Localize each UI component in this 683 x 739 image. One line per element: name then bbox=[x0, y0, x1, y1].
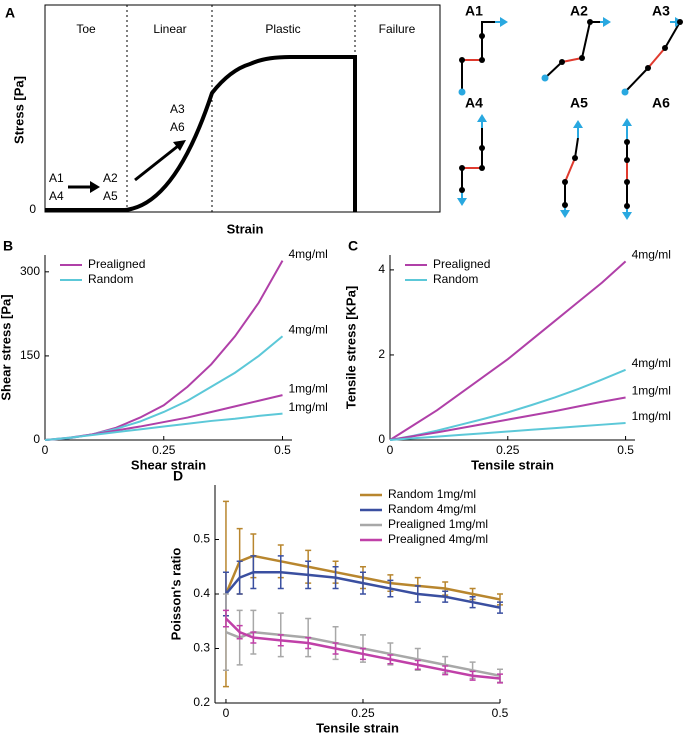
diagram-label: A5 bbox=[570, 95, 588, 111]
panel-a: A Toe Linear Plastic Failure 0 Stress [P… bbox=[5, 4, 441, 236]
panel-letter: D bbox=[173, 468, 183, 484]
x-tick-label: 0 bbox=[387, 443, 394, 457]
series-line bbox=[389, 421, 626, 441]
legend-label: Random 4mg/ml bbox=[388, 502, 476, 516]
x-tick-label: 0.5 bbox=[492, 706, 509, 720]
y-tick-label: 0 bbox=[33, 432, 40, 446]
annotation: A6 bbox=[170, 120, 185, 134]
x-axis-label: Shear strain bbox=[131, 457, 206, 472]
panel-letter: A bbox=[5, 5, 15, 21]
legend-label: Random 1mg/ml bbox=[388, 487, 476, 501]
x-tick-label: 0 bbox=[223, 706, 230, 720]
panel-letter: C bbox=[348, 238, 358, 254]
diagram-a4 bbox=[457, 114, 487, 206]
x-axis-label: Tensile strain bbox=[471, 457, 554, 472]
x-tick-label: 0.5 bbox=[617, 443, 634, 457]
diagram-a6 bbox=[622, 118, 632, 220]
annotation: A1 bbox=[49, 171, 64, 185]
legend-label: Prealigned bbox=[433, 257, 490, 271]
y-axis-label: Shear stress [Pa] bbox=[0, 294, 13, 400]
diagram-a2 bbox=[541, 17, 611, 82]
annotation: A4 bbox=[49, 189, 64, 203]
y-axis-label: Tensile stress [KPa] bbox=[343, 286, 358, 409]
x-axis-label: Tensile strain bbox=[316, 720, 399, 735]
x-tick-label: 0.5 bbox=[274, 443, 291, 457]
series-line bbox=[44, 335, 284, 441]
region-label: Toe bbox=[76, 22, 96, 36]
y-tick-label: 150 bbox=[20, 348, 40, 362]
series-label: 1mg/ml bbox=[632, 384, 671, 398]
series-line bbox=[389, 368, 626, 441]
diagram-label: A6 bbox=[652, 95, 670, 111]
arrows bbox=[68, 140, 186, 193]
series-line bbox=[389, 260, 627, 441]
series-label: 4mg/ml bbox=[289, 247, 328, 261]
y-tick-label: 300 bbox=[20, 264, 40, 278]
series-line bbox=[225, 617, 501, 680]
plot-frame bbox=[44, 4, 441, 213]
series-line bbox=[389, 396, 626, 441]
region-label: Failure bbox=[379, 22, 416, 36]
series-line bbox=[224, 554, 501, 601]
y-tick-label: 2 bbox=[378, 347, 385, 361]
x-axis-label: Strain bbox=[227, 221, 264, 236]
y-tick-label: 0.2 bbox=[193, 695, 210, 709]
x-tick-label: 0.25 bbox=[496, 443, 520, 457]
diagram-label: A3 bbox=[652, 3, 670, 19]
y-tick-label: 0.5 bbox=[193, 532, 210, 546]
series-line bbox=[225, 630, 501, 677]
diagram-a1 bbox=[458, 17, 508, 96]
x-tick-label: 0 bbox=[42, 443, 49, 457]
x-tick-label: 0.25 bbox=[351, 706, 375, 720]
y-axis-label: Poisson's ratio bbox=[168, 548, 183, 641]
y-tick-label: 0.4 bbox=[193, 586, 210, 600]
annotation: A2 bbox=[103, 171, 118, 185]
x-tick-label: 0.25 bbox=[152, 443, 176, 457]
series-line bbox=[44, 260, 284, 441]
series-line bbox=[44, 412, 283, 441]
series-label: 4mg/ml bbox=[289, 322, 328, 336]
series-label: 4mg/ml bbox=[632, 356, 671, 370]
legend-label: Random bbox=[433, 272, 478, 286]
series-label: 4mg/ml bbox=[632, 248, 671, 262]
region-label: Plastic bbox=[265, 22, 300, 36]
region-label: Linear bbox=[153, 22, 186, 36]
series-line bbox=[225, 570, 501, 609]
y-axis-label: Stress [Pa] bbox=[11, 76, 26, 144]
schematic-curve bbox=[45, 55, 357, 212]
diagram-label: A2 bbox=[570, 3, 588, 19]
annotation: A3 bbox=[170, 102, 185, 116]
diagram-label: A1 bbox=[465, 3, 483, 19]
series-label: 1mg/ml bbox=[289, 381, 328, 395]
origin-label: 0 bbox=[29, 202, 36, 216]
series-label: 1mg/ml bbox=[289, 400, 328, 414]
legend-label: Random bbox=[88, 272, 133, 286]
panel-letter: B bbox=[3, 238, 13, 254]
annotation: A5 bbox=[103, 189, 118, 203]
y-tick-label: 4 bbox=[378, 262, 385, 276]
legend-label: Prealigned 1mg/ml bbox=[388, 517, 488, 531]
diagram-a5 bbox=[560, 120, 583, 218]
diagrams: A1 A2 A3 A4 A5 A6 bbox=[457, 3, 683, 220]
legend-label: Prealigned 4mg/ml bbox=[388, 532, 488, 546]
y-tick-label: 0 bbox=[378, 432, 385, 446]
y-tick-label: 0.3 bbox=[193, 641, 210, 655]
diagram-label: A4 bbox=[465, 95, 483, 111]
series-label: 1mg/ml bbox=[632, 409, 671, 423]
legend-label: Prealigned bbox=[88, 257, 145, 271]
diagram-a3 bbox=[621, 17, 683, 96]
